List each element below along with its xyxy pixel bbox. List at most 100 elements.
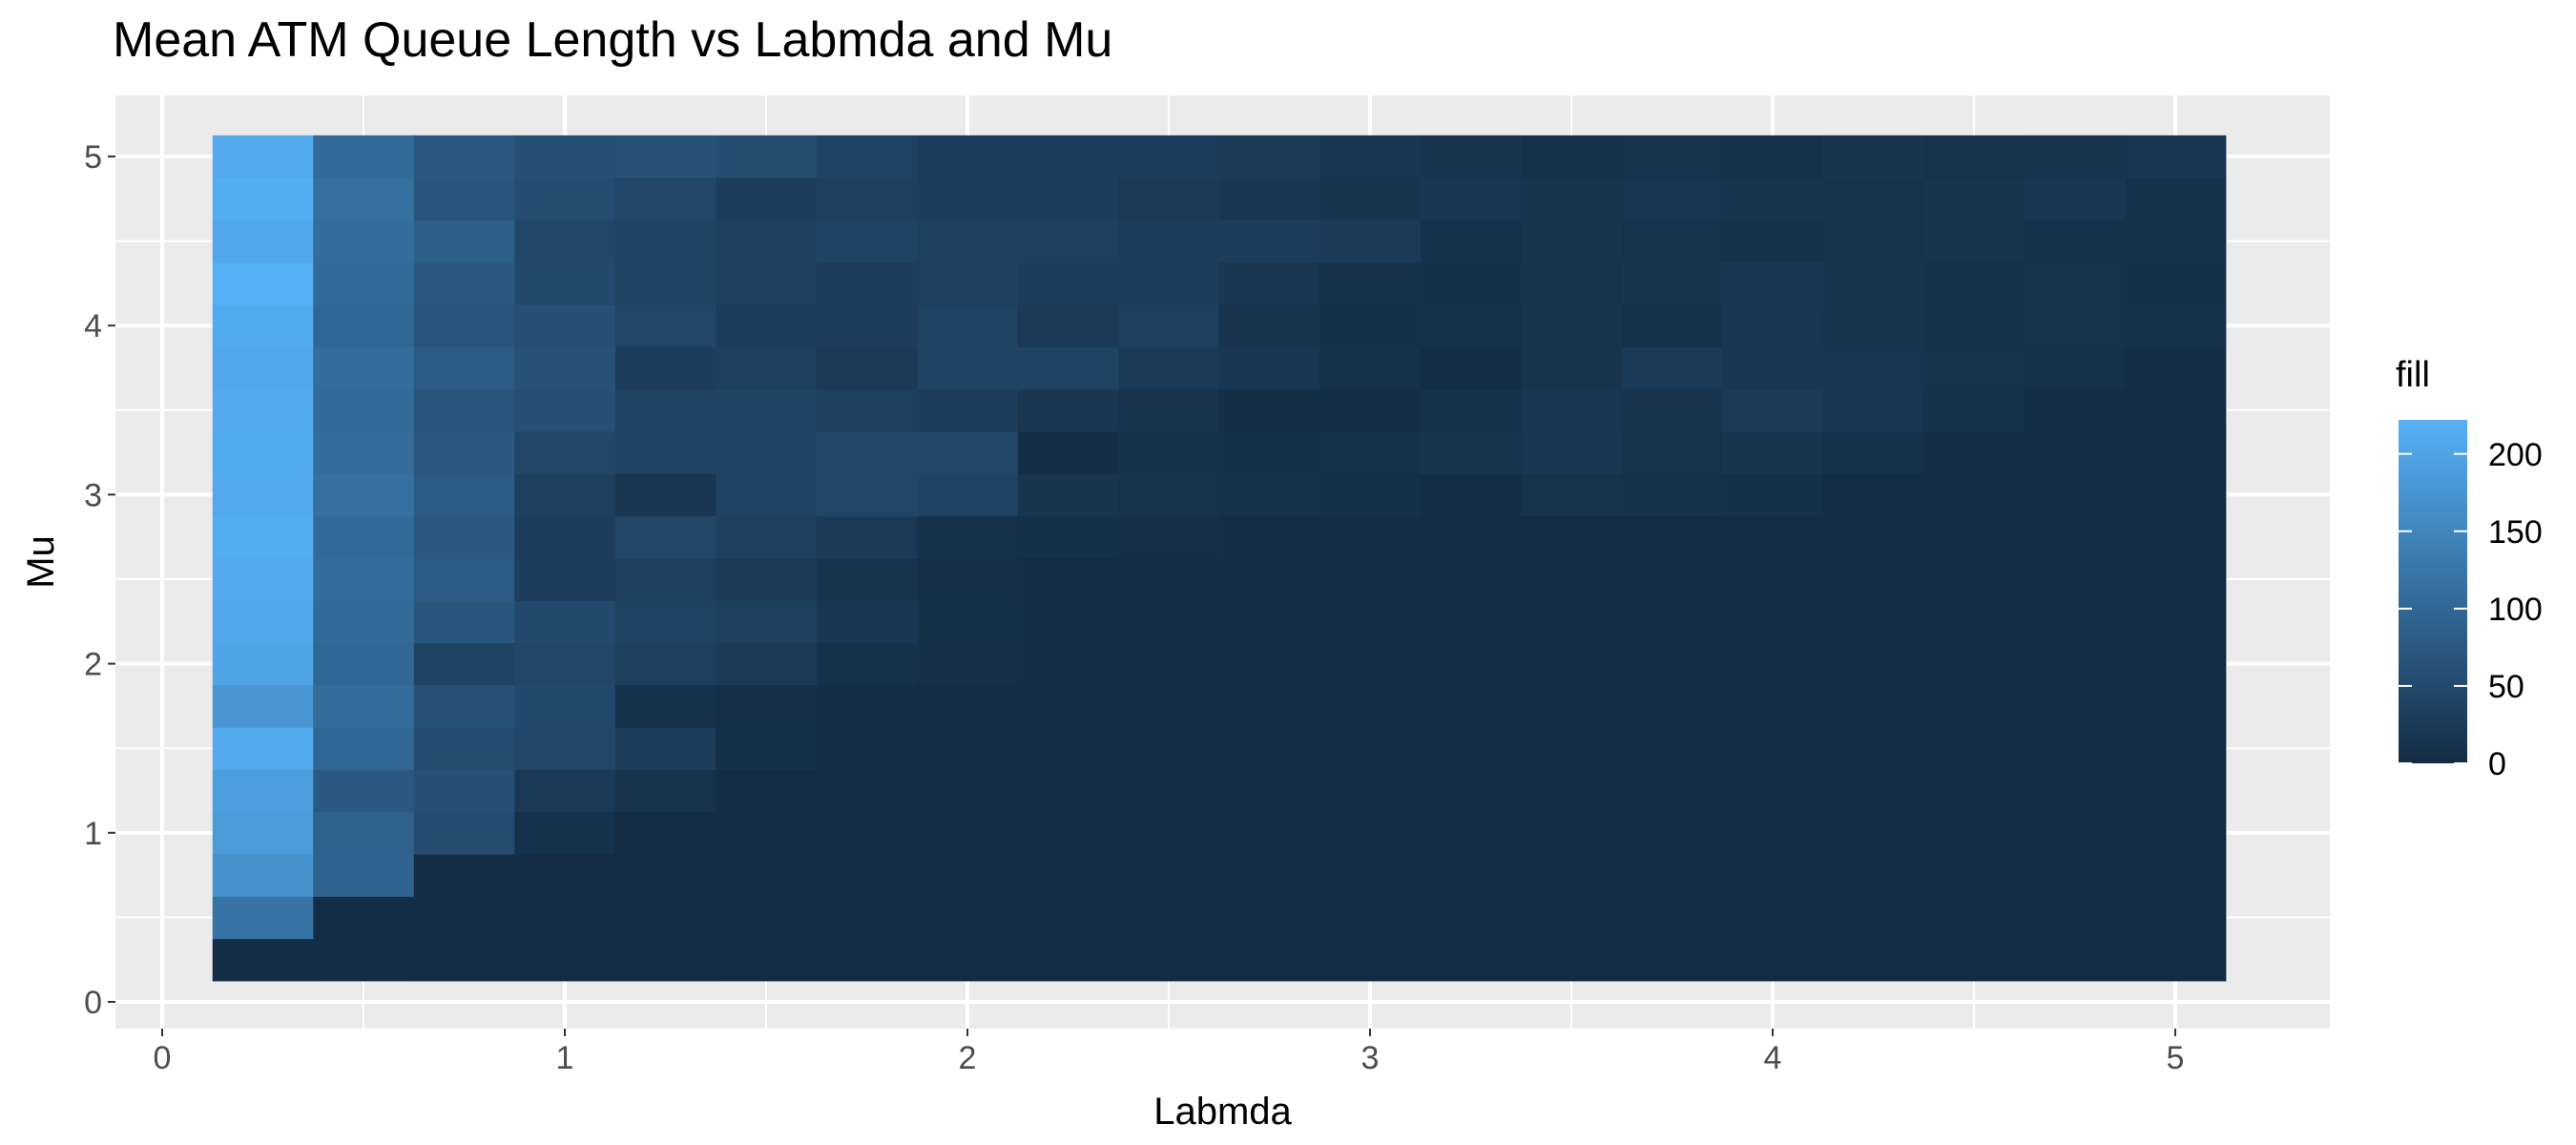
- legend-colorbar: [2399, 420, 2467, 763]
- heatmap-cell: [413, 261, 515, 305]
- heatmap-cell: [2125, 177, 2227, 221]
- heatmap-cell: [614, 557, 717, 601]
- heatmap-cell: [1420, 473, 1522, 517]
- heatmap-cell: [614, 388, 717, 432]
- heatmap-cell: [514, 388, 616, 432]
- heatmap-cell: [212, 304, 314, 347]
- heatmap-cell: [2024, 261, 2126, 305]
- heatmap-cell: [614, 727, 717, 770]
- heatmap-cell: [614, 304, 717, 347]
- heatmap-cell: [413, 515, 515, 559]
- heatmap-cell: [1218, 388, 1320, 432]
- heatmap-cell: [1218, 853, 1320, 897]
- heatmap-cell: [1218, 938, 1320, 982]
- heatmap-cell: [2125, 515, 2227, 559]
- heatmap-cell: [1319, 642, 1422, 686]
- heatmap-cell: [917, 853, 1019, 897]
- heatmap-cell: [1118, 135, 1220, 178]
- heatmap-cell: [1319, 727, 1422, 770]
- heatmap-cell: [1420, 938, 1522, 982]
- heatmap-cell: [1521, 177, 1623, 221]
- heatmap-cell: [917, 473, 1019, 517]
- heatmap-cell: [413, 430, 515, 474]
- heatmap-cell: [2125, 896, 2227, 940]
- heatmap-cell: [413, 557, 515, 601]
- heatmap-cell: [313, 600, 415, 644]
- legend-label: 100: [2488, 591, 2543, 628]
- heatmap-cell: [1218, 600, 1320, 644]
- heatmap-cell: [313, 769, 415, 813]
- heatmap-cell: [1420, 557, 1522, 601]
- y-axis-title: Mu: [20, 535, 62, 589]
- heatmap-cell: [2024, 600, 2126, 644]
- heatmap-cell: [1218, 177, 1320, 221]
- heatmap-cell: [1319, 811, 1422, 855]
- heatmap-cell: [413, 135, 515, 178]
- heatmap-cell: [2125, 557, 2227, 601]
- heatmap-cell: [1319, 177, 1422, 221]
- heatmap-cell: [816, 430, 918, 474]
- heatmap-cell: [1118, 515, 1220, 559]
- heatmap-cell: [1218, 515, 1320, 559]
- heatmap-cell: [413, 304, 515, 347]
- y-tick-label: 4: [84, 308, 102, 344]
- heatmap-cell: [816, 515, 918, 559]
- heatmap-cell: [614, 896, 717, 940]
- heatmap-cell: [1521, 304, 1623, 347]
- heatmap-cell: [212, 727, 314, 770]
- heatmap-cell: [1822, 600, 1924, 644]
- x-tick-label: 1: [556, 1040, 574, 1076]
- heatmap-cell: [1521, 388, 1623, 432]
- heatmap-cell: [716, 684, 818, 728]
- heatmap-cell: [1923, 727, 2025, 770]
- heatmap-cell: [413, 811, 515, 855]
- heatmap-cell: [614, 135, 717, 178]
- heatmap-cell: [1621, 177, 1723, 221]
- heatmap-cell: [1319, 769, 1422, 813]
- heatmap-cell: [614, 769, 717, 813]
- heatmap-cell: [917, 811, 1019, 855]
- heatmap-cell: [1017, 388, 1119, 432]
- heatmap-cell: [716, 388, 818, 432]
- heatmap-cell: [1319, 557, 1422, 601]
- heatmap-cell: [1218, 261, 1320, 305]
- heatmap-cell: [2024, 938, 2126, 982]
- y-tick-label: 5: [84, 139, 102, 176]
- heatmap-cell: [1118, 727, 1220, 770]
- heatmap-cell: [2024, 557, 2126, 601]
- x-tick-label: 5: [2167, 1040, 2185, 1076]
- heatmap-cell: [1923, 177, 2025, 221]
- heatmap-cell: [1822, 473, 1924, 517]
- heatmap-cell: [816, 261, 918, 305]
- heatmap-cell: [716, 515, 818, 559]
- heatmap-cell: [2125, 219, 2227, 263]
- x-tick-label: 2: [959, 1040, 977, 1076]
- heatmap-cell: [1822, 261, 1924, 305]
- heatmap-cell: [514, 177, 616, 221]
- heatmap-cell: [1923, 684, 2025, 728]
- heatmap-cell: [816, 769, 918, 813]
- heatmap-cell: [212, 219, 314, 263]
- heatmap-cell: [1319, 473, 1422, 517]
- heatmap-cell: [614, 600, 717, 644]
- heatmap-cell: [2125, 938, 2227, 982]
- heatmap-cell: [1621, 557, 1723, 601]
- heatmap-cell: [1118, 811, 1220, 855]
- heatmap-cell: [816, 177, 918, 221]
- heatmap-cell: [917, 938, 1019, 982]
- heatmap-cell: [1319, 938, 1422, 982]
- heatmap-cell: [1017, 261, 1119, 305]
- heatmap-cell: [212, 853, 314, 897]
- heatmap-cell: [1218, 811, 1320, 855]
- y-tick-label: 2: [84, 647, 102, 683]
- y-axis: 0 1 2 3 4 5: [84, 139, 115, 1021]
- heatmap-cell: [2024, 811, 2126, 855]
- heatmap-cell: [1822, 219, 1924, 263]
- heatmap-cell: [1319, 346, 1422, 390]
- heatmap-cell: [816, 135, 918, 178]
- heatmap-cell: [2024, 769, 2126, 813]
- heatmap-cell: [1722, 557, 1824, 601]
- heatmap-cell: [1722, 177, 1824, 221]
- heatmap-cell: [614, 515, 717, 559]
- heatmap-cell: [1420, 600, 1522, 644]
